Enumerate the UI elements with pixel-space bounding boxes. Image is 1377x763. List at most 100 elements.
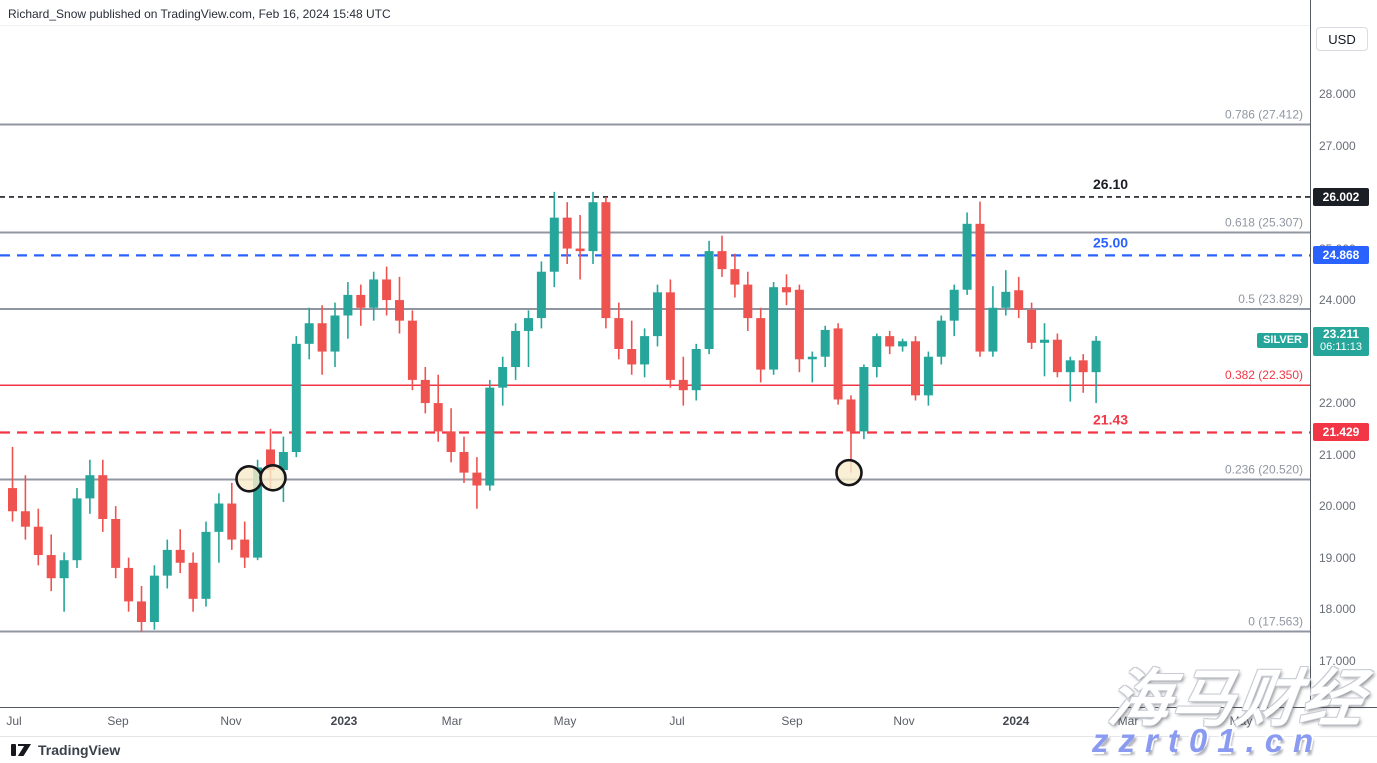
time-scale[interactable]: Jul Sep Nov 2023 Mar May Jul Sep Nov 2024 Mar May — [0, 707, 1377, 736]
candle-body — [407, 320, 417, 380]
candle-body — [1065, 360, 1075, 373]
tradingview-branding: TradingView — [10, 741, 120, 759]
candle-body — [588, 202, 598, 252]
candle-body — [20, 511, 30, 527]
candle-body — [111, 518, 121, 568]
candle-body — [704, 251, 714, 349]
candle-body — [162, 549, 172, 576]
candle-body — [227, 503, 237, 540]
ellipse-annotation[interactable] — [235, 465, 263, 493]
price-tick-label: 18.000 — [1319, 602, 1356, 617]
candle-body — [833, 328, 843, 400]
candle-body — [782, 287, 791, 293]
candle-body — [175, 549, 185, 563]
fib-level-label: 0.382 (22.350) — [1225, 368, 1303, 382]
candle-body — [98, 475, 108, 519]
header-separator — [0, 25, 1310, 26]
footer-separator — [0, 736, 1377, 737]
candle-body — [137, 601, 146, 623]
ellipse-annotation[interactable] — [259, 463, 287, 492]
candle-body — [472, 472, 482, 486]
fib-level-label: 0 (17.563) — [1248, 615, 1303, 629]
candle-body — [240, 539, 250, 558]
candle-body — [124, 567, 134, 602]
candle-body — [730, 269, 740, 285]
candle-body — [1027, 309, 1037, 343]
candle-body — [343, 294, 353, 316]
time-axis-year-label: 2024 — [1002, 714, 1030, 728]
price-tick-label: 27.000 — [1319, 138, 1356, 153]
candle-body — [536, 271, 546, 319]
candle-body — [923, 356, 933, 396]
candle-body — [653, 292, 662, 337]
candle-body — [498, 367, 508, 388]
candlestick-plot[interactable]: 0.786 (27.412) 0.618 (25.307) 0.5 (23.829)… — [0, 0, 1310, 707]
candle-body — [575, 248, 585, 252]
candle-body — [549, 217, 559, 272]
candle-body — [253, 467, 263, 558]
candle-body — [46, 555, 56, 579]
bar-countdown: 06:11:13 — [1319, 341, 1362, 354]
candle-body — [988, 307, 998, 352]
candle-body — [1052, 339, 1062, 373]
axis-price-label[interactable]: 21.429 — [1313, 423, 1369, 442]
last-price-label[interactable]: 23.211 06:11:13 — [1313, 326, 1369, 356]
candle-body — [149, 575, 159, 623]
dashed-level-annotation[interactable]: 25.00 — [1093, 234, 1128, 250]
chart-pane[interactable]: 0.786 (27.412) 0.618 (25.307) 0.5 (23.829)… — [0, 0, 1310, 707]
candle-body — [395, 300, 404, 321]
tradingview-logo-icon — [11, 744, 31, 756]
candle-body — [872, 336, 882, 368]
last-price-value: 23.211 — [1322, 326, 1360, 341]
candle-body — [59, 560, 69, 579]
candle-body — [769, 287, 779, 370]
ellipse-annotation[interactable] — [835, 458, 863, 487]
candle-body — [433, 403, 443, 432]
price-tick-label: 19.000 — [1319, 550, 1356, 565]
candle-body — [214, 503, 224, 532]
candle-body — [562, 217, 572, 249]
candle-body — [717, 251, 727, 270]
fib-level-label: 0.786 (27.412) — [1225, 107, 1303, 121]
candle-body — [511, 330, 521, 368]
dashed-level-annotation[interactable]: 21.43 — [1093, 411, 1128, 427]
candle-body — [859, 367, 869, 432]
symbol-tag[interactable]: SILVER — [1257, 332, 1308, 348]
time-axis-month-label: Jul — [6, 714, 22, 728]
candle-body — [369, 279, 379, 308]
candle-body — [485, 387, 495, 486]
candle-body — [382, 279, 392, 301]
candle-body — [911, 341, 920, 396]
currency-usd-button[interactable]: USD — [1316, 27, 1368, 51]
candle-body — [317, 323, 327, 352]
publish-byline: Richard_Snow published on TradingView.co… — [8, 7, 391, 21]
price-tick-label: 24.000 — [1319, 293, 1356, 308]
axis-price-label[interactable]: 26.002 — [1313, 187, 1369, 206]
candle-body — [640, 336, 650, 365]
candle-body — [627, 348, 637, 365]
axis-price-label[interactable]: 24.868 — [1313, 246, 1369, 265]
price-tick-label: 22.000 — [1319, 396, 1356, 411]
candle-body — [820, 329, 830, 357]
candle-body — [678, 379, 688, 391]
candle-body — [201, 531, 211, 599]
candle-body — [85, 475, 95, 499]
candle-body — [691, 348, 701, 391]
candle-body — [665, 292, 675, 380]
tradingview-logo-text: TradingView — [38, 742, 121, 758]
candle-body — [459, 452, 469, 473]
candle-body — [330, 315, 340, 352]
candle-body — [975, 223, 985, 352]
dashed-level-annotation[interactable]: 26.10 — [1093, 176, 1128, 192]
fib-level-label: 0.618 (25.307) — [1225, 216, 1303, 230]
price-scale[interactable]: USD 23.211 06:11:13 28.00027.00026.00025… — [1310, 0, 1377, 707]
candle-body — [936, 320, 946, 357]
price-tick-label: 20.000 — [1319, 499, 1356, 514]
time-axis-month-label: Sep — [107, 714, 129, 728]
candle-body — [1014, 290, 1024, 310]
candle-body — [756, 318, 766, 370]
candle-body — [949, 289, 959, 321]
time-axis-month-label: May — [553, 714, 577, 728]
time-axis-month-label: May — [1229, 714, 1253, 728]
time-axis-month-label: Jul — [669, 714, 685, 728]
